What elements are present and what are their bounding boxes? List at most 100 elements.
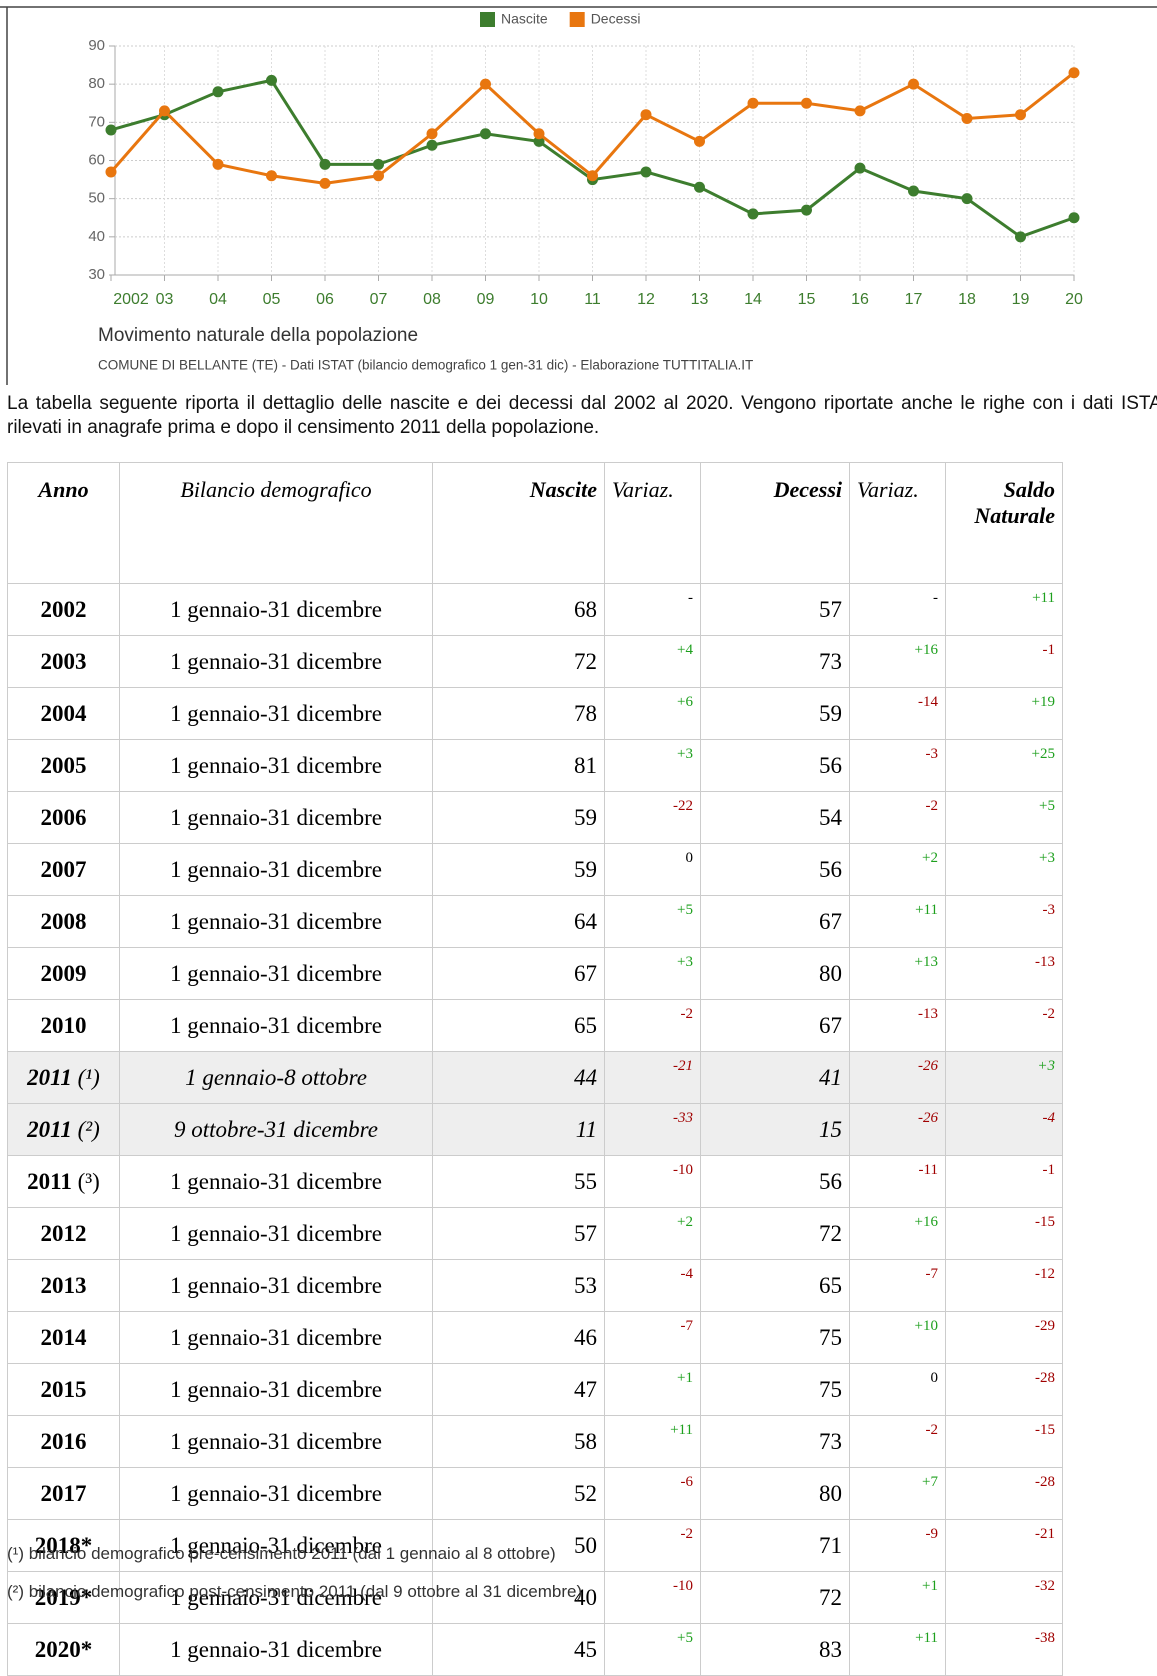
- cell-var-decessi: -: [849, 583, 946, 636]
- cell-var-decessi: -2: [849, 791, 946, 844]
- x-tick-label: 15: [798, 291, 816, 308]
- cell-decessi: 72: [700, 1571, 850, 1624]
- cell-var-nascite: +3: [604, 947, 701, 1000]
- table-row: 2011 (²) 9 ottobre-31 dicembre 11 -33 15 -26-…: [7, 1103, 1063, 1156]
- x-tick-label: 05: [263, 291, 281, 308]
- cell-var-decessi: +16: [849, 1207, 946, 1260]
- data-point: [105, 124, 117, 136]
- paragraph: La tabella seguente riporta il dettaglio…: [7, 393, 1157, 438]
- cell-var-nascite: -2: [604, 999, 701, 1052]
- column-header: Variaz.: [604, 462, 701, 584]
- anno: 2007: [40, 856, 87, 882]
- cell-periodo: 1 gennaio-31 dicembre: [119, 999, 433, 1052]
- data-point: [961, 193, 973, 205]
- data-point: [747, 208, 759, 220]
- y-tick-label: 40: [88, 228, 105, 245]
- cell-var-nascite: -10: [604, 1571, 701, 1624]
- y-tick-label: 60: [88, 151, 105, 168]
- cell-saldo: -3: [945, 895, 1063, 948]
- data-point: [1015, 231, 1026, 243]
- data-point: [1015, 109, 1026, 121]
- anno: 2003: [40, 648, 87, 674]
- cell-decessi: 57: [700, 583, 850, 636]
- cell-decessi: 54: [700, 791, 850, 844]
- cell-var-decessi: +16: [849, 635, 946, 688]
- cell-var-decessi: +11: [849, 1623, 946, 1676]
- cell-saldo: +5: [945, 791, 1063, 844]
- table-row: 2002 1 gennaio-31 dicembre 68-57- +11: [7, 583, 1063, 636]
- cell-saldo: -4: [945, 1103, 1063, 1156]
- cell-nascite: 68: [432, 583, 605, 636]
- cell-anno: 2008: [7, 895, 120, 948]
- cell-anno: 2005: [7, 739, 120, 792]
- data-point: [373, 158, 384, 170]
- cell-var-decessi: -3: [849, 739, 946, 792]
- cell-anno: 2014: [7, 1311, 120, 1364]
- x-tick-label: 17: [905, 291, 923, 308]
- cell-nascite: 47: [432, 1363, 605, 1416]
- data-point: [533, 135, 545, 147]
- cell-decessi: 72: [700, 1207, 850, 1260]
- cell-decessi: 73: [700, 635, 850, 688]
- table-row: 2011 (³) 1 gennaio-31 dicembre 55 -10 56 -11-…: [7, 1155, 1063, 1208]
- cell-var-decessi: -7: [849, 1259, 946, 1312]
- cell-nascite: 55: [432, 1155, 605, 1208]
- table-body: 2002 1 gennaio-31 dicembre 68-57- +11 2003 1 …: [7, 583, 1063, 1676]
- x-tick-label: 09: [477, 291, 495, 308]
- x-tick-label: 11: [584, 291, 601, 308]
- cell-var-nascite: +5: [604, 895, 701, 948]
- cell-var-nascite: -7: [604, 1311, 701, 1364]
- cell-var-nascite: -6: [604, 1467, 701, 1520]
- footnote: (¹) bilancio demografico pre-censimento …: [7, 1544, 556, 1563]
- y-tick-label: 80: [88, 75, 105, 92]
- x-tick-label: 04: [209, 291, 227, 308]
- cell-periodo: 1 gennaio-8 ottobre: [119, 1051, 433, 1104]
- cell-nascite: 67: [432, 947, 605, 1000]
- table-row: 2005 1 gennaio-31 dicembre 81 +3 56 -3 +25: [7, 739, 1063, 792]
- cell-nascite: 46: [432, 1311, 605, 1364]
- cell-var-decessi: +10: [849, 1311, 946, 1364]
- data-point: [587, 170, 598, 182]
- column-header: Saldo Naturale: [945, 462, 1063, 584]
- y-tick-label: 90: [88, 37, 105, 54]
- cell-decessi: 80: [700, 1467, 850, 1520]
- cell-anno: 2017: [7, 1467, 120, 1520]
- cell-decessi: 41: [700, 1051, 850, 1104]
- data-point: [854, 105, 866, 117]
- cell-var-nascite: -21: [604, 1051, 701, 1104]
- table-row: 2014 1 gennaio-31 dicembre 46 -7 75 +10 -29: [7, 1311, 1063, 1364]
- cell-var-nascite: -: [604, 583, 701, 636]
- cell-periodo: 1 gennaio-31 dicembre: [119, 1519, 433, 1572]
- cell-var-decessi: -9: [849, 1519, 946, 1572]
- y-tick-label: 70: [88, 113, 105, 130]
- cell-var-decessi: +1: [849, 1571, 946, 1624]
- cell-periodo: 1 gennaio-31 dicembre: [119, 791, 433, 844]
- legend-swatch: [569, 12, 585, 27]
- cell-nascite: 11: [432, 1103, 605, 1156]
- cell-var-decessi: -26: [849, 1103, 946, 1156]
- cell-anno: 2003: [7, 635, 120, 688]
- table-row: 2015 1 gennaio-31 dicembre 47 +1 75 0 -28: [7, 1363, 1063, 1416]
- x-tick-label: 13: [691, 291, 709, 308]
- data-point: [105, 166, 117, 178]
- cell-anno: 2007: [7, 843, 120, 896]
- data-point: [908, 185, 919, 197]
- table-row: 2008 1 gennaio-31 dicembre 64 +5 67 +11 -3: [7, 895, 1063, 948]
- data-point: [373, 170, 384, 182]
- footnote: (²) bilancio demografico post-censimento…: [7, 1582, 583, 1601]
- data-point: [801, 204, 812, 216]
- anno: 2011: [27, 1168, 72, 1194]
- anno: 2014: [40, 1324, 87, 1350]
- cell-var-decessi: -11: [849, 1155, 946, 1208]
- anno: 2015: [40, 1376, 87, 1402]
- x-tick-label: 16: [851, 291, 869, 308]
- cell-nascite: 59: [432, 791, 605, 844]
- x-tick-label: 07: [370, 291, 388, 308]
- table-row: 2006 1 gennaio-31 dicembre 59 -22 54 -2 +5: [7, 791, 1063, 844]
- x-tick-label: 19: [1012, 291, 1030, 308]
- cell-var-decessi: -14: [849, 687, 946, 740]
- table-row: 2020* 1 gennaio-31 dicembre 45 +5 83 +11 -38: [7, 1623, 1063, 1676]
- data-point: [480, 78, 491, 90]
- cell-var-decessi: -2: [849, 1415, 946, 1468]
- cell-saldo: +3: [945, 843, 1063, 896]
